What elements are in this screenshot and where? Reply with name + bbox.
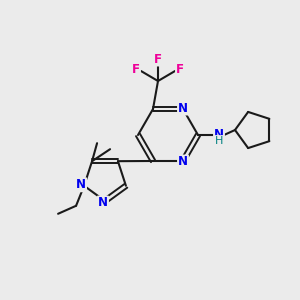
Text: N: N [76, 178, 86, 191]
Text: N: N [178, 155, 188, 169]
Text: N: N [178, 101, 188, 115]
Text: F: F [132, 62, 140, 76]
Text: N: N [214, 128, 224, 140]
Text: F: F [176, 62, 184, 76]
Text: N: N [98, 196, 108, 209]
Text: H: H [215, 136, 223, 146]
Text: F: F [154, 52, 162, 65]
